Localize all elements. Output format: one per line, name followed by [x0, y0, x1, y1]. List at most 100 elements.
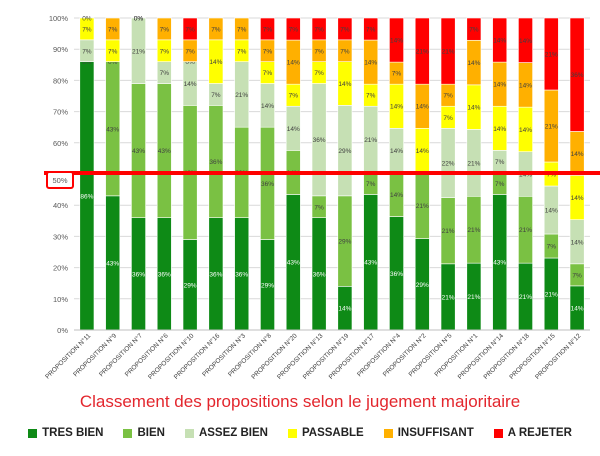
legend-label: ASSEZ BIEN [198, 427, 268, 439]
data-label: 7% [314, 26, 324, 33]
data-label: 21% [467, 294, 480, 301]
y-tick-label: 0% [57, 326, 68, 335]
data-label: 14% [571, 195, 584, 202]
data-label: 29% [338, 148, 351, 155]
y-tick-label: 20% [53, 264, 68, 273]
data-label: 36% [158, 271, 171, 278]
data-label: 21% [416, 203, 429, 210]
x-tick-label: PROPOSITION N°19 [301, 331, 350, 380]
y-tick-label: 100% [49, 14, 69, 23]
data-label: 14% [519, 82, 532, 89]
data-label: 7% [82, 26, 92, 33]
data-label: 7% [495, 181, 505, 188]
x-tick-label: PROPOSITION N°6 [123, 331, 170, 378]
data-label: 7% [160, 26, 170, 33]
data-label: 7% [211, 26, 221, 33]
x-tick-label: PROPOSITION N°5 [407, 331, 454, 378]
data-label: 7% [160, 48, 170, 55]
data-label: 21% [132, 48, 145, 55]
x-tick-label: PROPOSITION N°2 [381, 331, 428, 378]
bar-segment [208, 17, 224, 41]
bar-segment [569, 17, 585, 132]
data-label: 21% [519, 294, 532, 301]
bar-segment [466, 17, 482, 41]
data-label: 36% [132, 271, 145, 278]
y-tick-label: 30% [53, 232, 68, 241]
data-label: 21% [467, 160, 480, 167]
bar-segment [518, 17, 533, 63]
data-label: 7% [366, 93, 376, 100]
data-label: 7% [495, 159, 505, 166]
data-label: 7% [108, 26, 118, 33]
legend-swatch [184, 428, 194, 438]
data-label: 7% [443, 115, 453, 122]
data-label: 43% [364, 260, 377, 267]
data-label: 21% [442, 49, 455, 56]
data-label: 7% [340, 26, 350, 33]
x-tick-label: PROPOSITION N°3 [201, 331, 248, 378]
data-label: 14% [390, 192, 403, 199]
bar-segment [440, 17, 456, 85]
data-label: 7% [392, 71, 402, 78]
data-label: 36% [261, 181, 274, 188]
data-label: 36% [209, 159, 222, 166]
bar-segment [79, 17, 95, 41]
data-label: 7% [314, 70, 324, 77]
legend-label: A REJETER [507, 427, 572, 439]
data-label: 14% [287, 60, 300, 67]
data-label: 7% [469, 27, 479, 34]
data-label: 14% [364, 60, 377, 67]
data-label: 86% [80, 193, 93, 200]
data-label: 21% [545, 124, 558, 131]
legend-label: TRES BIEN [42, 427, 104, 439]
x-tick-label: PROPOSITION N°12 [533, 331, 582, 380]
data-label: 7% [547, 244, 557, 251]
bar-segment [363, 17, 379, 41]
x-tick-label: PROPOSITION N°4 [355, 331, 402, 378]
bar-segment [311, 17, 327, 41]
x-tick-label: PROPOSITION N°1 [433, 331, 480, 378]
legend-item: ASSEZ BIEN [184, 427, 268, 439]
x-tick-label: PROPOSITION N°20 [250, 331, 299, 380]
data-label: 7% [572, 272, 582, 279]
legend-swatch [123, 428, 133, 438]
y-tick-label: 60% [53, 139, 68, 148]
data-label: 7% [263, 70, 273, 77]
bar-segment [285, 17, 301, 41]
chart-legend: TRES BIEN BIEN ASSEZ BIEN PASSABLE INSUFFISA… [0, 427, 600, 439]
data-label: 0% [185, 59, 195, 66]
data-label: 0% [134, 16, 144, 23]
data-label: 0% [134, 16, 144, 23]
data-label: 36% [209, 271, 222, 278]
data-label: 7% [314, 48, 324, 55]
data-label: 14% [184, 81, 197, 88]
x-tick-label: PROPOSITION N°17 [327, 331, 376, 380]
data-label: 7% [108, 48, 118, 55]
x-tick-label: PROPOSITION N°13 [275, 331, 324, 380]
x-tick-label: PROPOSITION N°9 [72, 331, 119, 378]
data-label: 0% [82, 16, 92, 23]
data-label: 36% [571, 72, 584, 79]
data-label: 14% [416, 148, 429, 155]
bar-segment [131, 17, 146, 84]
threshold-box [46, 171, 74, 189]
data-label: 14% [287, 126, 300, 133]
legend-item: TRES BIEN [28, 427, 103, 439]
data-label: 36% [313, 137, 326, 144]
data-label: 36% [390, 271, 403, 278]
data-label: 7% [82, 48, 92, 55]
data-label: 0% [82, 59, 92, 66]
data-label: 36% [313, 271, 326, 278]
legend-item: INSUFFISANT [383, 427, 474, 439]
legend-item: PASSABLE [287, 427, 364, 439]
data-label: 7% [366, 181, 376, 188]
legend-swatch [383, 428, 393, 438]
data-label: 14% [338, 306, 351, 313]
data-label: 14% [209, 59, 222, 66]
data-label: 7% [185, 48, 195, 55]
data-label: 21% [519, 227, 532, 234]
data-label: 7% [289, 27, 299, 34]
data-label: 43% [287, 260, 300, 267]
data-label: 14% [571, 151, 584, 158]
